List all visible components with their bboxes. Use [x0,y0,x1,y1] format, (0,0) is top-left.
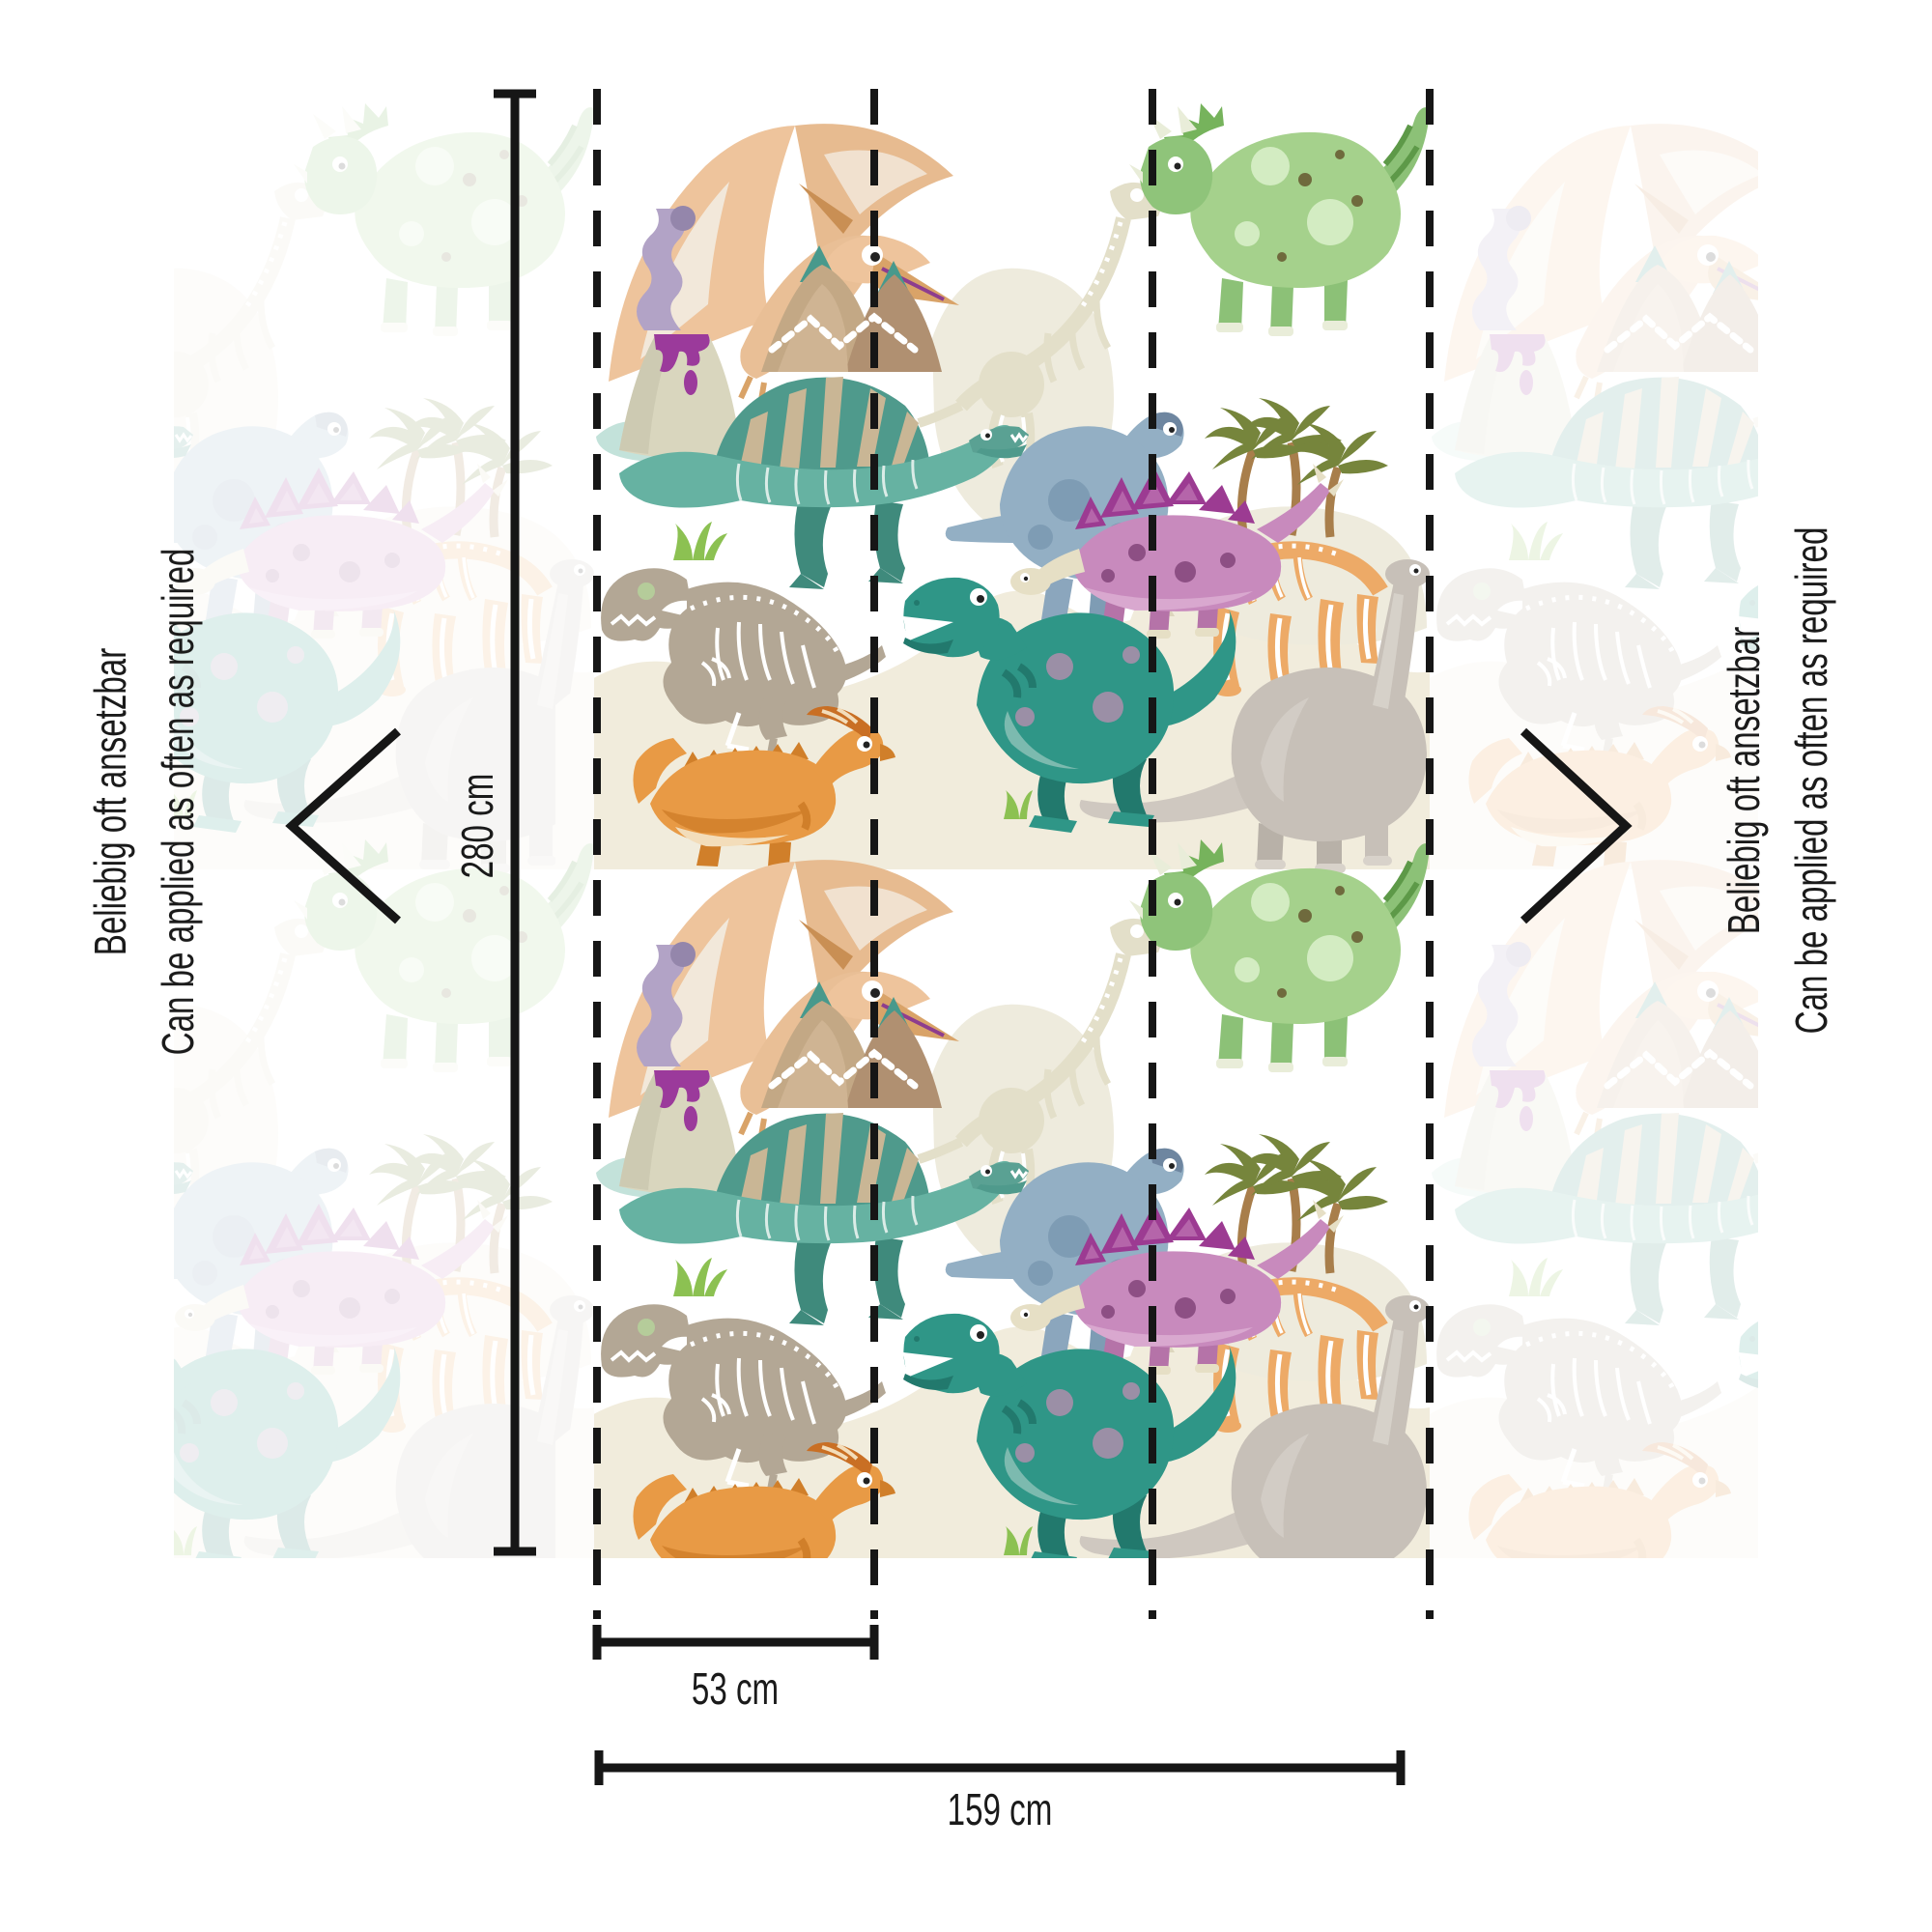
wallpaper-panel [594,87,1430,1558]
strip-cut-lines [593,89,1434,1619]
total-width-dimension-label: 159 cm [947,1784,1053,1834]
repeat-chevrons [285,727,1633,924]
dimension-lines [494,89,1406,1785]
right-annotation-de: Beliebig oft ansetzbar [1719,626,1769,935]
strip-width-dimension-line [592,1625,879,1660]
left-annotation-de: Beliebig oft ansetzbar [85,647,135,956]
height-dimension-line [494,89,536,1556]
total-width-dimension-line [594,1750,1406,1785]
height-dimension-label: 280 cm [452,773,502,879]
left-annotation-en: Can be applied as often as required [153,548,203,1056]
strip-width-dimension-label: 53 cm [691,1663,780,1714]
repeat-left-chevron-icon [285,727,401,924]
right-annotation-en: Can be applied as often as required [1786,526,1836,1035]
repeat-right-chevron-icon [1520,727,1633,924]
